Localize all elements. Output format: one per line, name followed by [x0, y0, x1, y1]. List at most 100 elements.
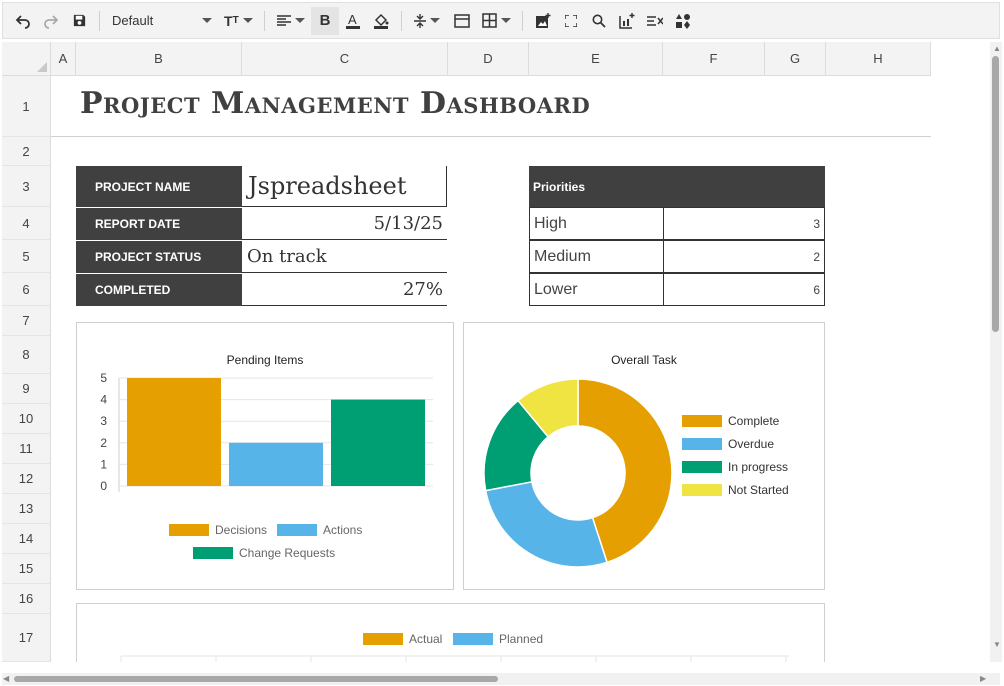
clear-format-icon[interactable]: [641, 7, 669, 35]
legend-item[interactable]: Not Started: [682, 483, 789, 497]
completed-value[interactable]: 27%: [242, 273, 447, 306]
overall-task-chart[interactable]: Overall Task Complete Overdue In progress N…: [463, 322, 825, 590]
vertical-scroll-thumb[interactable]: [992, 56, 999, 332]
shapes-icon[interactable]: [669, 7, 697, 35]
priorities-header: Priorities: [529, 166, 825, 207]
bold-icon[interactable]: B: [311, 7, 339, 35]
horizontal-scrollbar[interactable]: ◀ ▶: [2, 673, 1000, 685]
column-header-c[interactable]: C: [242, 42, 448, 76]
priority-name[interactable]: Medium: [529, 240, 664, 273]
priority-name[interactable]: Lower: [529, 273, 664, 306]
row-header-8[interactable]: 8: [2, 336, 51, 374]
row-header-1[interactable]: 1: [2, 76, 51, 137]
legend-swatch: [682, 484, 722, 496]
project-name-label: PROJECT NAME: [76, 166, 242, 207]
actual-vs-planned-chart[interactable]: Actual Planned: [76, 603, 825, 662]
doughnut-chart-svg: [464, 323, 824, 589]
add-chart-icon[interactable]: [613, 7, 641, 35]
y-tick-label: 3: [100, 414, 107, 428]
toolbar-separator: [264, 11, 265, 31]
row-header-6[interactable]: 6: [2, 273, 51, 306]
legend-label: Decisions: [215, 523, 267, 537]
legend-label: Change Requests: [239, 546, 335, 560]
row-header-17[interactable]: 17: [2, 614, 51, 662]
pending-items-chart[interactable]: Pending Items 0 1 2 3 4 5 Decisions Actions Cha…: [76, 322, 454, 590]
y-tick-label: 1: [100, 457, 107, 471]
bar-decisions[interactable]: [127, 378, 221, 486]
row-header-12[interactable]: 12: [2, 464, 51, 494]
legend-label: Overdue: [728, 437, 774, 451]
align-icon[interactable]: [271, 7, 311, 35]
legend-item[interactable]: Overdue: [682, 437, 774, 451]
legend-swatch: [682, 438, 722, 450]
spreadsheet-grid: A B C D E F G H 1 2 3 4 5 6 7 8 9 10 11 …: [2, 42, 990, 662]
column-header-g[interactable]: G: [765, 42, 826, 76]
row-header-14[interactable]: 14: [2, 524, 51, 554]
legend-item[interactable]: In progress: [682, 460, 788, 474]
toolbar-separator: [522, 11, 523, 31]
chevron-down-icon: [202, 18, 212, 23]
legend-swatch: [682, 415, 722, 427]
insert-image-icon[interactable]: [529, 7, 557, 35]
legend-label: Not Started: [728, 483, 789, 497]
legend-swatch: [277, 524, 317, 536]
font-select[interactable]: Default: [106, 8, 218, 34]
row-header-5[interactable]: 5: [2, 240, 51, 273]
merge-icon[interactable]: [448, 7, 476, 35]
column-header-b[interactable]: B: [76, 42, 242, 76]
legend-item[interactable]: Actions: [277, 523, 362, 537]
project-name-value[interactable]: Jspreadsheet: [242, 166, 447, 207]
row-header-13[interactable]: 13: [2, 494, 51, 524]
column-header-d[interactable]: D: [448, 42, 529, 76]
row-header-4[interactable]: 4: [2, 207, 51, 240]
fill-color-icon[interactable]: [367, 7, 395, 35]
priority-value[interactable]: 3: [663, 207, 825, 240]
row-header-7[interactable]: 7: [2, 306, 51, 336]
redo-icon[interactable]: [37, 7, 65, 35]
text-color-icon[interactable]: A: [339, 7, 367, 35]
scroll-up-icon[interactable]: ▲: [993, 44, 1001, 53]
line-height-icon[interactable]: [408, 7, 448, 35]
save-icon[interactable]: [65, 7, 93, 35]
vertical-scrollbar[interactable]: ▲ ▼: [990, 42, 1002, 662]
column-header-a[interactable]: A: [51, 42, 76, 76]
column-header-h[interactable]: H: [826, 42, 931, 76]
report-date-label: REPORT DATE: [76, 208, 242, 240]
scroll-left-icon[interactable]: ◀: [3, 674, 9, 683]
priority-name[interactable]: High: [529, 207, 664, 240]
row-header-3[interactable]: 3: [2, 166, 51, 207]
fullscreen-icon[interactable]: [557, 7, 585, 35]
row-header-10[interactable]: 10: [2, 404, 51, 434]
legend-item[interactable]: Change Requests: [193, 546, 335, 560]
report-date-value[interactable]: 5/13/25: [242, 207, 447, 240]
bar-actions[interactable]: [229, 443, 323, 486]
priority-value[interactable]: 6: [663, 273, 825, 306]
completed-label: COMPLETED: [76, 274, 242, 306]
bar-change-requests[interactable]: [331, 400, 425, 486]
project-status-value[interactable]: On track: [242, 240, 447, 273]
scroll-down-icon[interactable]: ▼: [993, 640, 1001, 649]
undo-icon[interactable]: [9, 7, 37, 35]
horizontal-scroll-thumb[interactable]: [14, 676, 498, 682]
borders-icon[interactable]: [476, 7, 516, 35]
search-icon[interactable]: [585, 7, 613, 35]
toolbar-separator: [401, 11, 402, 31]
row-header-16[interactable]: 16: [2, 584, 51, 614]
row-header-15[interactable]: 15: [2, 554, 51, 584]
legend-item[interactable]: Decisions: [169, 523, 267, 537]
font-select-value: Default: [112, 13, 153, 28]
column-header-f[interactable]: F: [663, 42, 765, 76]
row-header-9[interactable]: 9: [2, 374, 51, 404]
row-header-2[interactable]: 2: [2, 137, 51, 166]
slice-overdue[interactable]: [486, 482, 607, 567]
column-header-e[interactable]: E: [529, 42, 663, 76]
row-header-11[interactable]: 11: [2, 434, 51, 464]
scroll-right-icon[interactable]: ▶: [980, 674, 986, 683]
priority-value[interactable]: 2: [663, 240, 825, 273]
toolbar-separator: [99, 11, 100, 31]
legend-item[interactable]: Complete: [682, 414, 779, 428]
select-all-corner[interactable]: [2, 42, 51, 76]
legend-label: In progress: [728, 460, 788, 474]
